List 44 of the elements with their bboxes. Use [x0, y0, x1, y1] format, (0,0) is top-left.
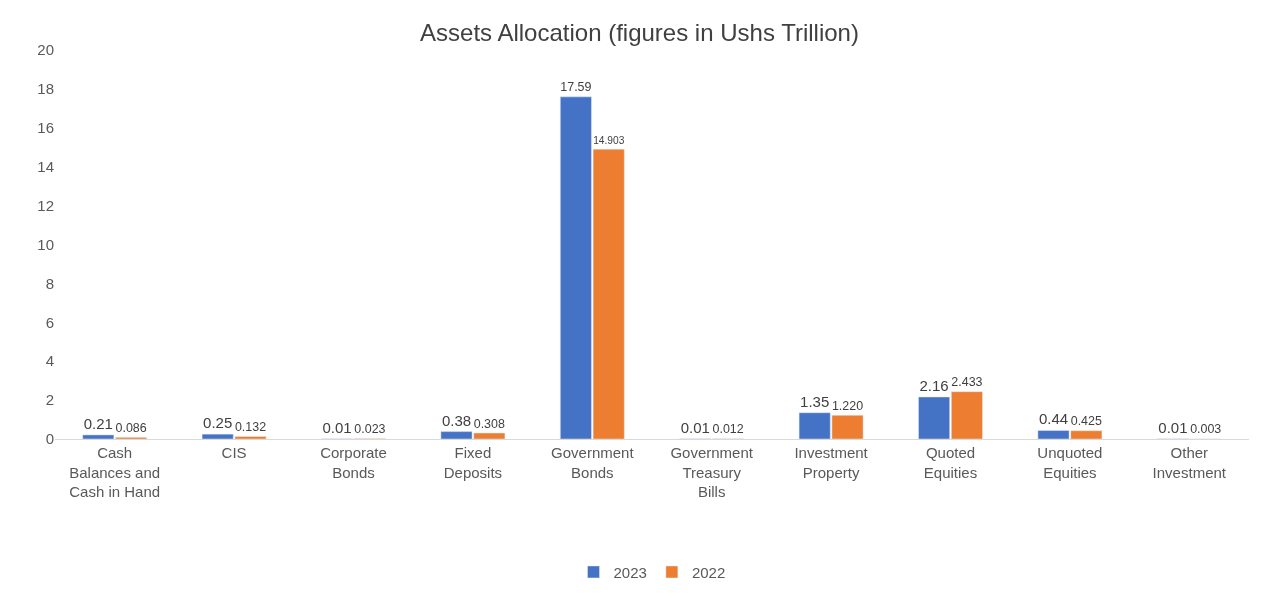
legend-label: 2023 — [613, 563, 647, 581]
data-label: 0.01 — [680, 418, 710, 436]
data-label: 2.16 — [919, 376, 949, 394]
y-tick-label: 4 — [45, 352, 54, 370]
y-tick-label: 6 — [45, 313, 54, 331]
chart-title: Assets Allocation (figures in Ushs Trillion) — [420, 18, 859, 46]
x-tick-label: CIS — [221, 444, 247, 461]
data-label: 0.003 — [1190, 422, 1222, 437]
x-tick-label: Cash Balances and Cash in Hand — [69, 444, 161, 500]
data-label: 2.433 — [951, 375, 983, 390]
x-tick-label: Other Investment — [1152, 444, 1227, 481]
data-label: 0.25 — [203, 414, 233, 432]
data-label: 17.59 — [560, 80, 592, 95]
data-label: 0.308 — [473, 416, 505, 431]
x-tick-label: Government Bonds — [551, 444, 635, 481]
y-tick-label: 8 — [45, 274, 54, 292]
x-tick-label: Unquoted Equities — [1037, 444, 1103, 481]
data-label: 0.425 — [1070, 414, 1102, 429]
data-label: 0.132 — [234, 419, 267, 434]
x-tick-label: Investment Property — [794, 444, 869, 481]
data-label: 0.012 — [712, 422, 744, 437]
y-tick-label: 16 — [37, 119, 54, 137]
x-tick-label: Government Treasury Bills — [670, 444, 754, 500]
x-tick-label: Corporate Bonds — [320, 444, 387, 481]
data-label: 0.21 — [83, 414, 113, 432]
data-label: 0.01 — [1158, 418, 1188, 436]
y-tick-label: 14 — [37, 157, 54, 175]
data-label: 0.01 — [322, 418, 352, 436]
x-tick-label: Fixed Deposits — [443, 444, 503, 481]
data-label: 0.38 — [441, 411, 472, 429]
data-label: 14.903 — [593, 135, 625, 147]
data-label: 0.086 — [115, 420, 147, 435]
data-label: 0.44 — [1038, 410, 1069, 428]
data-label: 1.35 — [800, 392, 830, 410]
y-tick-label: 12 — [37, 196, 54, 214]
data-label: 0.023 — [354, 422, 386, 437]
y-tick-label: 0 — [45, 430, 54, 448]
y-tick-label: 10 — [37, 235, 54, 253]
y-tick-label: 2 — [45, 391, 54, 409]
y-tick-label: 18 — [37, 80, 54, 98]
data-label: 1.220 — [831, 398, 864, 413]
y-tick-label: 20 — [37, 41, 54, 59]
legend-label: 2022 — [691, 563, 726, 581]
x-tick-label: Quoted Equities — [923, 444, 978, 481]
